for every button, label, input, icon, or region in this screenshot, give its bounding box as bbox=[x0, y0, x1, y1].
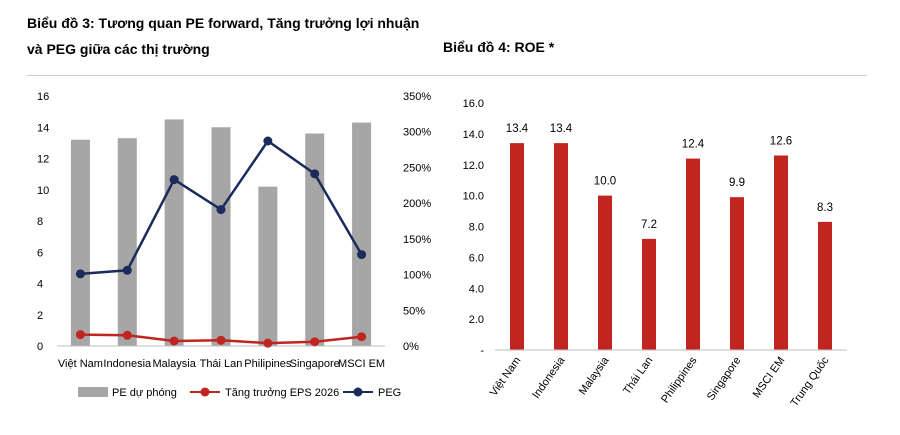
chart3-right-tick: 50% bbox=[403, 305, 425, 317]
chart4-roe-bar bbox=[510, 143, 524, 350]
chart3-right-tick: 300% bbox=[403, 127, 431, 139]
chart3-peg-point bbox=[263, 136, 273, 146]
chart3-category-label: MSCI EM bbox=[338, 358, 385, 370]
chart3-right-tick: 250% bbox=[403, 162, 431, 174]
chart4-y-tick: - bbox=[480, 345, 484, 357]
chart4-y-tick: 12.0 bbox=[463, 160, 484, 172]
chart3-left-tick: 12 bbox=[37, 154, 49, 166]
chart3-right-tick: 100% bbox=[403, 270, 431, 282]
chart4-data-label: 13.4 bbox=[506, 123, 529, 135]
chart3-left-tick: 6 bbox=[37, 247, 43, 259]
chart3-peg-point bbox=[75, 269, 85, 279]
chart4-y-tick: 8.0 bbox=[469, 222, 484, 234]
chart3-pe-bar bbox=[305, 133, 325, 346]
chart3-pe-bar bbox=[352, 122, 372, 346]
chart3-peg-point bbox=[169, 175, 179, 185]
chart4-data-label: 10.0 bbox=[594, 176, 616, 188]
chart3-legend-eps-label: Tăng trưởng EPS 2026 bbox=[225, 387, 339, 399]
chart3-right-tick: 200% bbox=[403, 198, 431, 210]
chart3-left-tick: 14 bbox=[37, 122, 49, 134]
chart3-peg-point bbox=[216, 205, 226, 215]
chart3-right-tick: 0% bbox=[403, 341, 419, 353]
chart4-roe-bar bbox=[554, 143, 568, 350]
chart4-category-label: Indonesia bbox=[530, 354, 568, 401]
chart4-category-label: Việt Nam bbox=[488, 355, 524, 399]
chart4-y-tick: 4.0 bbox=[469, 283, 484, 295]
header-divider bbox=[27, 75, 867, 76]
chart3-eps-growth-point bbox=[75, 330, 85, 340]
chart4-y-tick: 14.0 bbox=[463, 129, 484, 141]
chart4-roe-bar bbox=[598, 195, 612, 350]
chart4-category-label: MSCI EM bbox=[751, 355, 788, 400]
chart3-eps-growth-point bbox=[169, 336, 179, 346]
chart4-category-label: Trung Quốc bbox=[789, 354, 832, 409]
chart4-data-label: 8.3 bbox=[817, 202, 833, 214]
chart3-pe-bar bbox=[258, 186, 278, 346]
chart3-peg-point bbox=[122, 265, 132, 275]
chart3-category-label: Việt Nam bbox=[58, 358, 103, 370]
chart4-title: Biểu đồ 4: ROE * bbox=[443, 39, 555, 55]
chart3-peg-point bbox=[310, 169, 320, 179]
chart4-data-label: 7.2 bbox=[641, 219, 657, 231]
chart3-category-label: Malaysia bbox=[152, 358, 196, 370]
chart3-legend-eps-marker bbox=[200, 387, 210, 397]
chart3-pe-bar bbox=[70, 139, 90, 346]
chart3-eps-growth-point bbox=[310, 337, 320, 347]
chart3-right-tick: 150% bbox=[403, 234, 431, 246]
chart3-eps-growth-point bbox=[216, 335, 226, 345]
chart4-data-label: 13.4 bbox=[550, 123, 573, 135]
chart3-left-tick: 10 bbox=[37, 185, 49, 197]
chart4-roe-bar bbox=[818, 221, 832, 350]
chart4-roe-bar bbox=[642, 238, 656, 350]
chart4-data-label: 12.4 bbox=[682, 139, 705, 151]
chart3-category-label: Philipines bbox=[244, 358, 292, 370]
chart4-y-tick: 10.0 bbox=[463, 191, 484, 203]
chart3-eps-growth-point bbox=[263, 338, 273, 348]
chart4-category-label: Singapore bbox=[705, 355, 744, 403]
chart3-category-label: Singapore bbox=[290, 358, 340, 370]
chart3-pe-bar bbox=[117, 138, 137, 346]
chart4-roe-bar bbox=[774, 155, 788, 350]
chart3-category-label: Thái Lan bbox=[200, 358, 243, 370]
chart4-data-label: 9.9 bbox=[729, 177, 745, 189]
chart4-category-label: Philippines bbox=[659, 354, 700, 405]
chart4-y-tick: 6.0 bbox=[469, 252, 484, 264]
chart3-legend-pe-label: PE dự phóng bbox=[112, 387, 177, 399]
chart4-roe-bar bbox=[730, 197, 744, 350]
chart3-legend-pe-swatch bbox=[78, 387, 108, 397]
chart3-left-tick: 16 bbox=[37, 91, 49, 103]
chart4-roe-bar bbox=[686, 158, 700, 350]
chart3-left-tick: 4 bbox=[37, 279, 43, 291]
chart3-eps-growth-point bbox=[357, 332, 367, 342]
chart3-left-tick: 2 bbox=[37, 310, 43, 322]
chart3-legend-peg-label: PEG bbox=[378, 387, 401, 399]
chart3-eps-growth-point bbox=[122, 330, 132, 340]
chart3-legend-peg-marker bbox=[353, 387, 363, 397]
chart3-peg-point bbox=[357, 250, 367, 260]
chart3-title: Biểu đồ 3: Tương quan PE forward, Tăng t… bbox=[27, 15, 420, 57]
chart3-right-tick: 350% bbox=[403, 91, 431, 103]
chart4-y-tick: 16.0 bbox=[463, 98, 484, 110]
chart3-category-label: Indonesia bbox=[103, 358, 152, 370]
chart3-pe-bar bbox=[211, 127, 231, 346]
chart4-y-tick: 2.0 bbox=[469, 314, 484, 326]
chart4-category-label: Thái Lan bbox=[621, 355, 655, 397]
chart4-category-label: Malaysia bbox=[577, 354, 612, 397]
chart4-data-label: 12.6 bbox=[770, 135, 792, 147]
chart3-left-tick: 0 bbox=[37, 341, 43, 353]
chart3-pe-bar bbox=[164, 119, 184, 346]
chart3-left-tick: 8 bbox=[37, 216, 43, 228]
